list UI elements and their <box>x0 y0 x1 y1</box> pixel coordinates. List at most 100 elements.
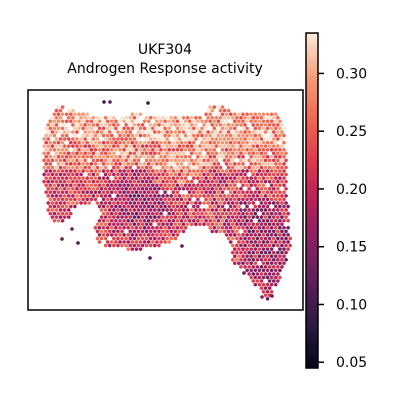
spot <box>265 225 270 230</box>
spot <box>110 161 114 166</box>
spot <box>118 232 122 237</box>
spot <box>272 144 276 149</box>
spot <box>251 144 255 149</box>
spot <box>249 154 253 159</box>
spot <box>126 204 130 209</box>
spot <box>270 294 274 298</box>
spot <box>48 140 53 145</box>
spot <box>101 176 106 181</box>
spot <box>190 122 194 127</box>
spot <box>110 240 114 244</box>
spot <box>62 151 67 156</box>
spot <box>132 137 137 142</box>
spot <box>181 222 186 227</box>
spot <box>153 208 157 213</box>
spot <box>245 133 249 138</box>
spot <box>101 183 106 188</box>
spot <box>67 137 71 142</box>
spot <box>142 169 147 173</box>
spot <box>173 129 178 134</box>
spot <box>228 197 233 202</box>
spot <box>157 115 161 120</box>
spot <box>101 204 106 209</box>
spot <box>103 122 108 127</box>
spot <box>187 154 192 159</box>
spot <box>101 211 106 216</box>
spot <box>79 151 83 156</box>
spot <box>272 200 276 205</box>
spot <box>175 169 180 173</box>
spot <box>226 137 231 142</box>
spot <box>140 165 145 170</box>
spot <box>93 176 98 181</box>
spot <box>224 133 229 138</box>
spot <box>263 293 268 298</box>
spot <box>202 186 206 191</box>
spot <box>173 179 178 184</box>
spot <box>206 108 210 113</box>
spot <box>280 129 284 134</box>
spot <box>224 225 229 230</box>
spot <box>46 208 50 213</box>
spot <box>67 115 71 120</box>
spot <box>101 161 106 166</box>
spot <box>214 229 219 234</box>
spot <box>157 129 161 134</box>
spot <box>179 147 184 152</box>
spot <box>253 282 258 287</box>
spot <box>50 186 55 191</box>
spot <box>181 186 186 191</box>
spot <box>251 158 255 163</box>
spot <box>103 172 108 177</box>
spot <box>142 126 147 131</box>
spot <box>136 200 141 205</box>
spot <box>196 169 200 173</box>
spot <box>103 151 108 156</box>
spot <box>255 193 260 198</box>
spot <box>251 208 255 213</box>
spot <box>237 197 241 202</box>
spot <box>280 243 284 248</box>
spot <box>241 161 245 166</box>
spot <box>175 204 180 209</box>
spot <box>239 172 243 177</box>
spot <box>204 190 208 195</box>
spot <box>276 279 280 284</box>
spot <box>142 240 147 244</box>
spot <box>134 204 139 209</box>
spot <box>226 151 231 156</box>
spot <box>132 186 137 191</box>
spot <box>132 222 137 227</box>
spot <box>146 183 151 188</box>
spot <box>67 165 71 170</box>
spot <box>198 158 202 163</box>
spot <box>134 240 139 244</box>
spot <box>130 112 135 117</box>
spot <box>52 133 57 138</box>
spot <box>89 190 94 195</box>
spot <box>278 232 282 237</box>
spot <box>60 211 65 216</box>
spot <box>50 179 55 184</box>
spot <box>124 193 128 198</box>
spot <box>259 193 264 198</box>
spot <box>128 151 132 156</box>
spot <box>120 208 124 213</box>
spot <box>247 186 251 191</box>
spot <box>161 115 165 120</box>
spot <box>56 161 61 166</box>
spot <box>208 119 212 124</box>
spot <box>247 257 251 262</box>
spot <box>265 232 270 237</box>
spot <box>73 119 77 124</box>
spot <box>142 190 147 195</box>
spot <box>214 165 219 170</box>
spot <box>200 218 204 223</box>
spot <box>60 126 65 131</box>
spot <box>280 264 284 269</box>
spot <box>124 158 128 163</box>
spot <box>192 119 196 124</box>
spot <box>46 151 50 156</box>
spot <box>181 208 186 213</box>
spot <box>142 140 147 145</box>
